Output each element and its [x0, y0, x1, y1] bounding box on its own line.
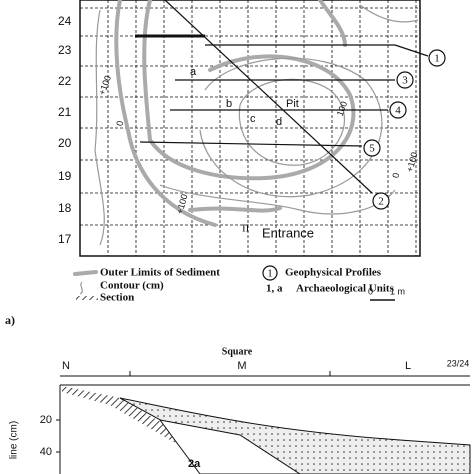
profile-number: 1 — [434, 53, 440, 65]
profile-number: 3 — [402, 75, 408, 87]
unit-label: c — [250, 113, 256, 125]
profile-number: 4 — [395, 105, 401, 117]
legend-text: Section — [100, 292, 134, 304]
legend-symbol-text: 1, a — [266, 283, 283, 295]
square-label: M — [237, 360, 246, 372]
square-label: N — [62, 360, 70, 372]
profile-line — [164, 0, 373, 194]
grid — [80, 0, 420, 256]
profile-circle — [396, 71, 414, 89]
legend-symbol-text: 1 — [267, 268, 273, 280]
profile-circle — [428, 49, 446, 67]
row-labels: 24 23 22 21 20 19 18 17 — [58, 14, 72, 246]
contour-label: 0 — [114, 120, 125, 127]
row-label: 24 — [58, 14, 72, 28]
legend-text: Geophysical Profiles — [285, 267, 382, 279]
feature-label: II — [242, 223, 250, 235]
profile-number: 2 — [378, 196, 384, 208]
section-title: Square — [222, 346, 253, 357]
section: Square N M L 23/24 20 40 line (cm) 2a — [9, 346, 471, 474]
sediment-limit — [142, 0, 356, 181]
contour — [359, 4, 419, 23]
row-label: 19 — [58, 169, 72, 183]
legend-swatch — [76, 296, 98, 300]
unit-label: a — [190, 66, 197, 78]
contour-label: +100 — [175, 193, 190, 215]
row-label: 18 — [58, 201, 72, 215]
feature-label: Pit — [286, 98, 299, 110]
legend-text: Contour (cm) — [100, 280, 164, 292]
row-label: 23 — [58, 43, 72, 57]
unit-label: b — [226, 98, 232, 110]
legend-swatch — [73, 270, 98, 276]
scale-label: 1 m — [390, 286, 405, 296]
section-layer — [119, 397, 471, 474]
profile-circle — [372, 192, 390, 210]
depth-label: 20 — [40, 414, 52, 426]
scale-label: 0 — [368, 286, 373, 296]
sediment-limit — [114, 0, 217, 227]
map: 24 23 22 21 20 19 18 17 1 3 4 5 2 a b c d Pit II En… — [58, 0, 446, 257]
legend-swatch — [79, 281, 83, 295]
legend-text: Outer Limits of Sediment — [100, 267, 220, 279]
profile-line — [394, 44, 429, 57]
section-layer — [158, 419, 301, 474]
sediment-limit — [188, 206, 282, 213]
contour — [199, 57, 383, 198]
profile-markers: 1 3 4 5 2 — [363, 49, 446, 210]
sediment-limit — [318, 0, 347, 47]
unit-label: 2a — [188, 458, 201, 470]
row-label: 22 — [58, 74, 72, 88]
row-label: 20 — [58, 136, 72, 150]
axis-label: line (cm) — [9, 421, 20, 459]
profile-circle — [389, 101, 407, 119]
row-label: 17 — [58, 232, 72, 246]
square-label: L — [405, 360, 411, 372]
profile-number: 5 — [369, 143, 375, 155]
profile-line — [139, 141, 363, 147]
legend-symbol — [262, 265, 278, 281]
boundary-label: 23/24 — [447, 358, 470, 368]
row-label: 21 — [58, 105, 72, 119]
depth-label: 40 — [40, 446, 52, 458]
profile-circle — [363, 139, 381, 157]
legend: Outer Limits of Sediment Contour (cm) Se… — [5, 265, 405, 327]
contour — [94, 9, 105, 246]
unit-label: d — [276, 116, 282, 128]
legend-text: Archaeological Units — [296, 283, 395, 295]
feature-label: Entrance — [262, 225, 314, 240]
contour-label: 100 — [335, 100, 350, 118]
panel-label: a) — [5, 313, 15, 327]
contour-label: 0 — [390, 172, 401, 179]
contour-label: +100 — [405, 151, 420, 173]
contour-label: +100 — [97, 74, 113, 96]
